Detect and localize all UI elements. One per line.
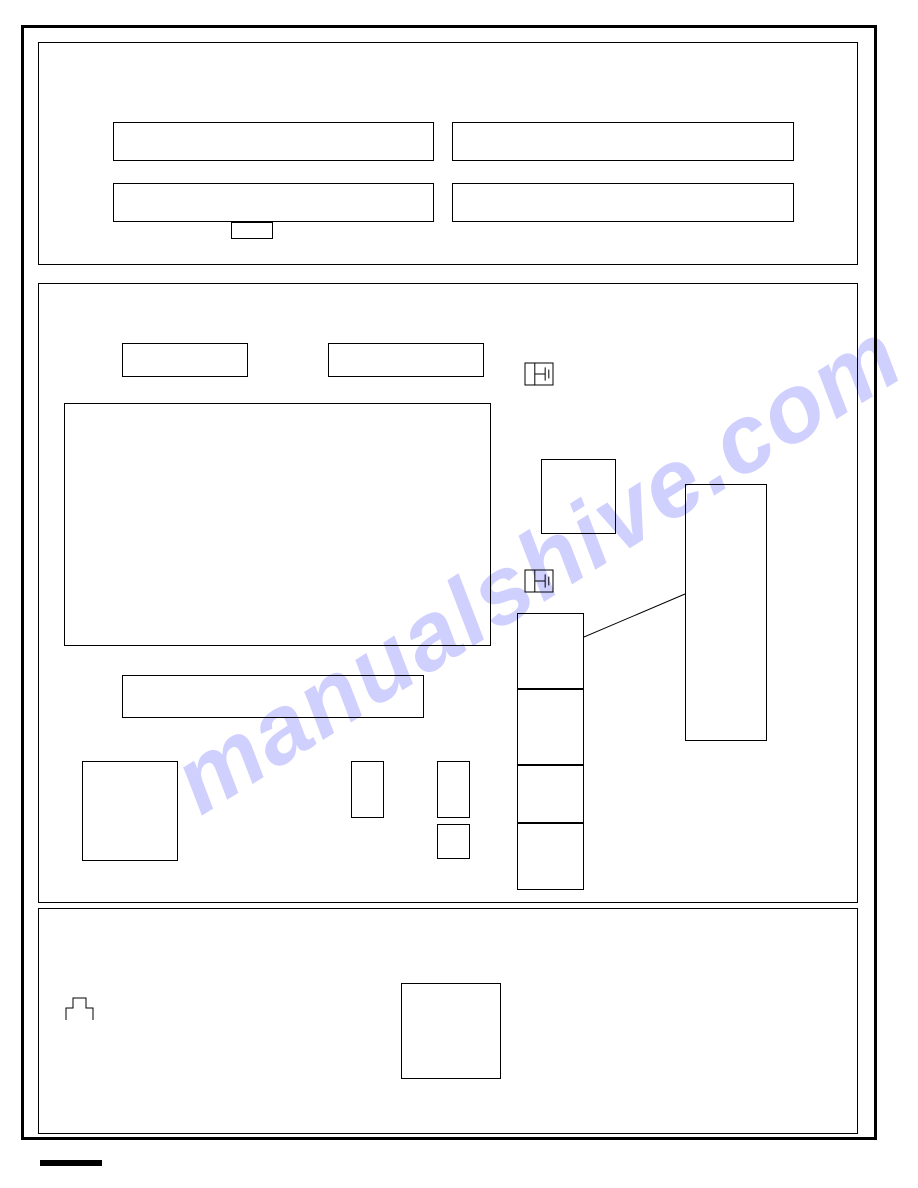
top-slot-tr (452, 122, 794, 161)
right-tall (685, 484, 767, 741)
long-btn (122, 675, 424, 718)
sq-d (517, 823, 584, 890)
sq-c (517, 765, 584, 823)
sq-top (541, 459, 616, 534)
sq-b (517, 689, 584, 765)
sm-3 (437, 824, 470, 859)
sq-a (517, 613, 584, 689)
sm-2 (437, 761, 470, 818)
top-slot-bl (113, 183, 434, 222)
top-slot-tl (113, 122, 434, 161)
label-a (122, 343, 248, 377)
bl-square (82, 761, 178, 861)
bottom-sq (401, 983, 501, 1079)
top-tab (231, 222, 273, 239)
diagram-stage: manualshive.com (0, 0, 918, 1188)
top-slot-br (452, 183, 794, 222)
label-b (328, 343, 484, 377)
big-block (64, 403, 491, 646)
footer-mark (40, 1160, 102, 1166)
sm-1 (351, 761, 384, 818)
